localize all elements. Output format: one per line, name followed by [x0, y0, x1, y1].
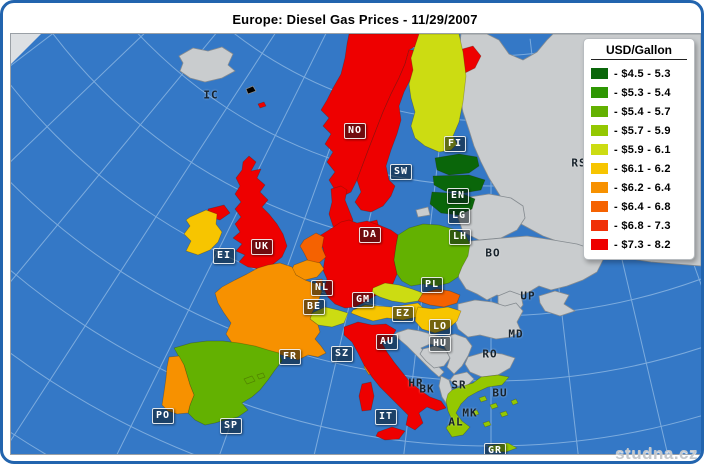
map-corner-cut — [11, 34, 41, 64]
country-latvia — [432, 174, 486, 194]
legend-item-9: - $7.3 - 8.2 — [584, 235, 694, 254]
legend-swatch — [591, 68, 608, 79]
legend-item-3: - $5.7 - 5.9 — [584, 121, 694, 140]
legend-title: USD/Gallon — [591, 43, 687, 60]
legend-label: - $6.2 - 6.4 — [614, 181, 671, 194]
legend-swatch — [591, 87, 608, 98]
legend-item-1: - $5.3 - 5.4 — [584, 83, 694, 102]
legend-item-6: - $6.2 - 6.4 — [584, 178, 694, 197]
country-faroe-islands — [245, 85, 257, 95]
country-crimea — [538, 290, 576, 317]
country-france — [214, 262, 327, 361]
legend-swatch — [591, 220, 608, 231]
country-greece — [445, 374, 510, 438]
country-estonia — [434, 153, 480, 176]
country-portugal — [161, 355, 195, 415]
country-iceland — [178, 46, 236, 83]
country-greek-islands — [471, 395, 519, 428]
country-bulgaria — [464, 351, 516, 378]
legend-item-0: - $4.5 - 5.3 — [584, 64, 694, 83]
country-kaliningrad — [415, 206, 431, 218]
watermark-link[interactable]: studna.cz — [615, 444, 698, 463]
country-romania — [453, 299, 524, 340]
legend-label: - $7.3 - 8.2 — [614, 238, 671, 251]
legend-label: - $5.4 - 5.7 — [614, 105, 671, 118]
legend-item-7: - $6.4 - 6.8 — [584, 197, 694, 216]
country-netherlands — [299, 232, 327, 264]
country-ireland — [183, 209, 223, 256]
legend-item-2: - $5.4 - 5.7 — [584, 102, 694, 121]
country-ukraine — [454, 235, 604, 301]
country-sicily — [375, 426, 406, 441]
country-shetland — [257, 101, 267, 109]
legend-label: - $5.3 - 5.4 — [614, 86, 671, 99]
legend-swatch — [591, 239, 608, 250]
legend-item-5: - $6.1 - 6.2 — [584, 159, 694, 178]
legend-item-8: - $6.8 - 7.3 — [584, 216, 694, 235]
legend-swatch — [591, 125, 608, 136]
page-frame: Europe: Diesel Gas Prices - 11/29/2007 — [0, 0, 704, 464]
legend-label: - $6.8 - 7.3 — [614, 219, 671, 232]
legend-label: - $6.1 - 6.2 — [614, 162, 671, 175]
legend-swatch — [591, 106, 608, 117]
legend-label: - $5.9 - 6.1 — [614, 143, 671, 156]
legend-rows: - $4.5 - 5.3 - $5.3 - 5.4 - $5.4 - 5.7 - $5… — [584, 64, 694, 254]
legend-item-4: - $5.9 - 6.1 — [584, 140, 694, 159]
legend-label: - $4.5 - 5.3 — [614, 67, 671, 80]
legend-swatch — [591, 163, 608, 174]
legend-panel: USD/Gallon - $4.5 - 5.3 - $5.3 - 5.4 - $5.… — [583, 38, 695, 260]
legend-swatch — [591, 201, 608, 212]
country-sardinia — [358, 381, 375, 412]
country-sweden — [354, 49, 418, 213]
legend-swatch — [591, 144, 608, 155]
country-balearics — [243, 372, 266, 385]
legend-label: - $6.4 - 6.8 — [614, 200, 671, 213]
legend-label: - $5.7 - 5.9 — [614, 124, 671, 137]
country-finland — [408, 34, 467, 153]
map-title: Europe: Diesel Gas Prices - 11/29/2007 — [232, 12, 478, 27]
legend-swatch — [591, 182, 608, 193]
